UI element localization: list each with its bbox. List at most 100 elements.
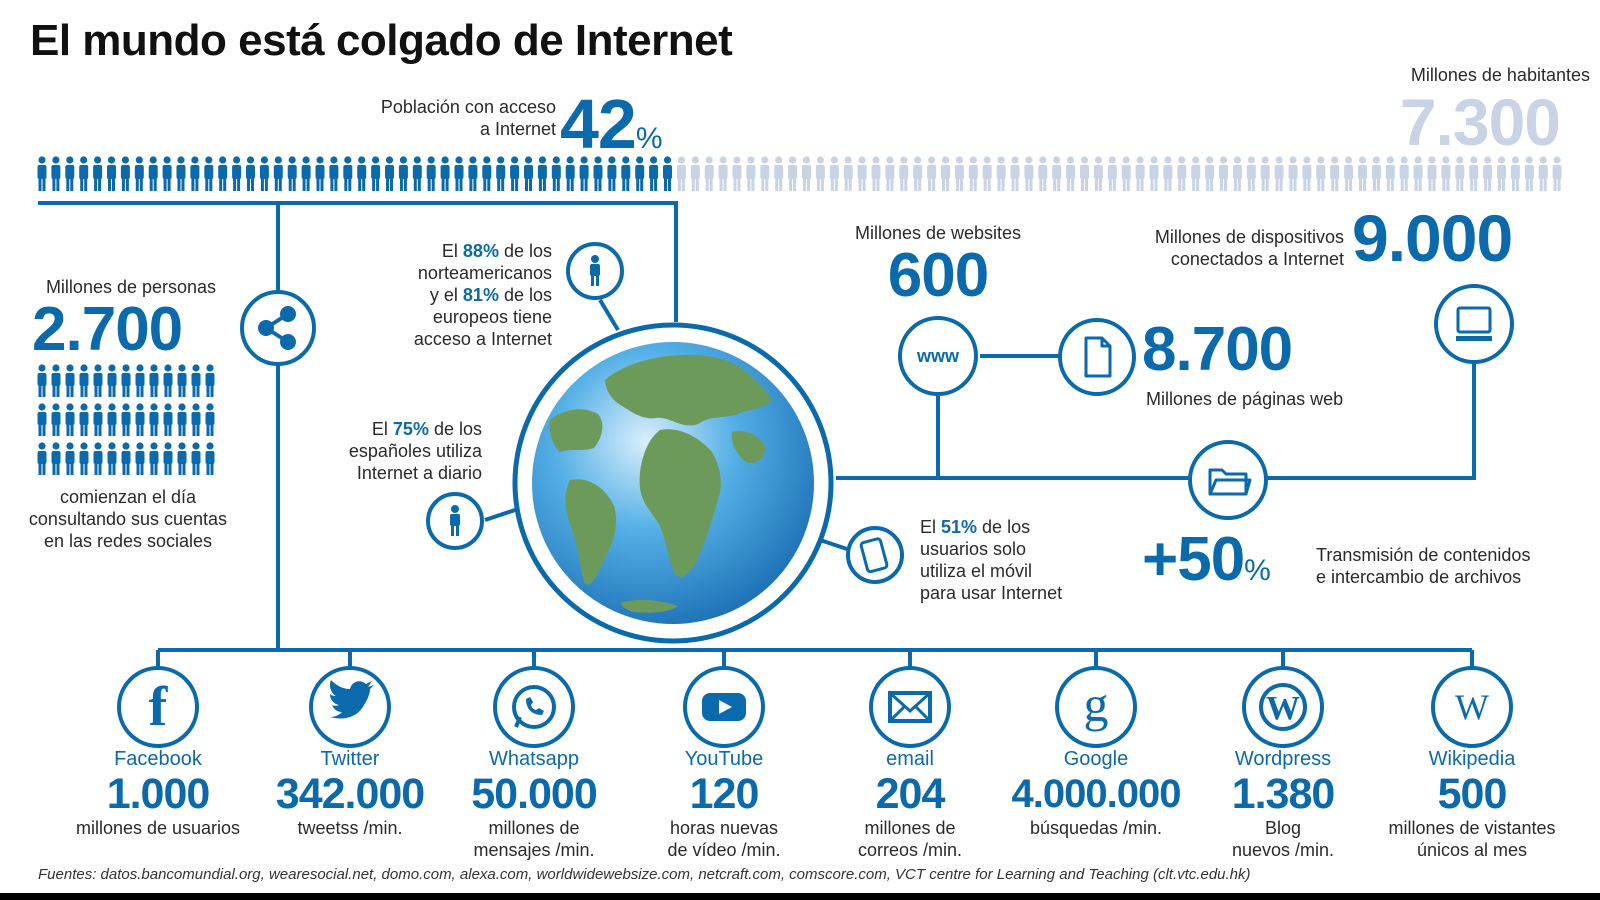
- social-desc-line2: consultando sus cuentas: [28, 509, 228, 529]
- person-figure: [649, 156, 659, 191]
- devices-label-line1: Millones de dispositivos: [1154, 227, 1344, 247]
- person-figure: [1107, 156, 1117, 191]
- person-figure: [1246, 156, 1256, 191]
- svg-text:W: W: [1266, 690, 1300, 727]
- person-figure: [1358, 156, 1367, 191]
- person-figure: [1344, 156, 1354, 191]
- person-figure: [468, 156, 478, 191]
- service-desc-line1: tweetss /min.: [297, 818, 403, 838]
- social-person-figure: [65, 403, 75, 436]
- service-value: 1.380: [1231, 770, 1336, 818]
- person-figure: [65, 156, 75, 191]
- person-figure: [565, 156, 575, 191]
- globe-icon: [510, 320, 836, 646]
- inhabitants-value: 7.300: [1399, 85, 1561, 159]
- social-person-figure: [107, 364, 117, 397]
- service-name: Facebook: [114, 748, 202, 770]
- person-figure: [788, 156, 798, 191]
- service-name: Whatsapp: [488, 748, 580, 770]
- service-desc-line2: nuevos /min.: [1231, 840, 1335, 860]
- service-desc-line1: Blog: [1264, 818, 1302, 838]
- sources-note: Fuentes: datos.bancomundial.org, weareso…: [38, 866, 1251, 883]
- person-figure: [357, 156, 367, 191]
- person-figure: [524, 156, 533, 191]
- person-figure: [1052, 156, 1062, 191]
- person-figure: [190, 156, 200, 191]
- access-label-line1: Población con acceso: [380, 97, 556, 117]
- spaniards-l1c: de los: [428, 419, 482, 439]
- person-figure: [454, 156, 464, 191]
- person-figure: [315, 156, 325, 191]
- access-unit: %: [635, 122, 663, 155]
- social-desc-line1: comienzan el día: [59, 487, 197, 507]
- social-person-figure: [51, 442, 61, 475]
- person-figure: [1038, 156, 1048, 191]
- social-person-figure: [205, 442, 215, 475]
- person-figure: [1524, 156, 1534, 191]
- service-desc-line1: millones de vistantes: [1388, 818, 1556, 838]
- service-stat: Facebook 1.000 millones de usuarios: [58, 748, 258, 839]
- social-person-figure: [37, 442, 47, 475]
- americans-l3a: y el: [429, 285, 463, 305]
- person-figure: [1552, 156, 1562, 191]
- person-figure: [941, 156, 950, 191]
- mobile-l1a: El: [920, 517, 942, 537]
- person-figure: [1191, 156, 1201, 191]
- person-figure: [148, 156, 158, 191]
- person-figure: [343, 156, 353, 191]
- person-figure: [802, 156, 811, 191]
- person-figure: [1066, 156, 1076, 191]
- whatsapp-icon: [493, 666, 575, 748]
- service-value: 1.000: [106, 770, 211, 818]
- service-name: YouTube: [684, 748, 764, 770]
- person-figure: [927, 156, 937, 191]
- service-desc-line2: únicos al mes: [1416, 840, 1528, 860]
- spaniards-text: El 75% de los españoles utiliza Internet…: [330, 418, 482, 484]
- europeans-81-percent: 81%: [462, 285, 499, 305]
- social-person-figure: [135, 364, 145, 397]
- person-figure: [482, 156, 492, 191]
- person-figure: [107, 156, 116, 191]
- spaniards-l2: españoles utiliza: [348, 441, 482, 461]
- social-person-figure: [37, 403, 47, 436]
- social-person-figure: [121, 364, 131, 397]
- social-person-figure: [191, 364, 201, 397]
- person-figure: [329, 156, 339, 191]
- americans-l5: acceso a Internet: [413, 329, 552, 349]
- google-icon: g: [1055, 666, 1137, 748]
- inhabitants-label: Millones de habitantes: [1410, 65, 1590, 85]
- social-desc: comienzan el día consultando sus cuentas…: [20, 486, 236, 552]
- www-icon: www: [898, 316, 978, 396]
- social-person-figure: [107, 442, 117, 475]
- social-person-figure: [149, 442, 159, 475]
- social-person-figure: [93, 403, 103, 436]
- service-value: 204: [875, 770, 946, 818]
- service-desc-line2: correos /min.: [857, 840, 963, 860]
- social-person-figure: [79, 364, 89, 397]
- wordpress-icon: W: [1242, 666, 1324, 748]
- service-name: Wikipedia: [1428, 748, 1516, 770]
- social-person-figure: [79, 442, 89, 475]
- mobile-l4: para usar Internet: [920, 583, 1063, 603]
- spaniards-l3: Internet a diario: [356, 463, 482, 483]
- service-stat: Whatsapp 50.000 millones de mensajes /mi…: [434, 748, 634, 861]
- person-figure: [232, 156, 242, 191]
- person-figure: [176, 156, 186, 191]
- pages-value: 8.700: [1142, 315, 1293, 384]
- person-figure: [593, 156, 603, 191]
- person-figure: [1010, 156, 1020, 191]
- person-figure: [246, 156, 255, 191]
- service-name: Google: [1063, 748, 1129, 770]
- person-figure: [1538, 156, 1548, 191]
- wikipedia-icon: W: [1431, 666, 1513, 748]
- person-figure: [371, 156, 381, 191]
- email-icon: [869, 666, 951, 748]
- person-figure: [287, 156, 297, 191]
- person-figure: [1177, 156, 1187, 191]
- person-figure: [120, 156, 130, 191]
- social-person-figure: [163, 364, 173, 397]
- service-value: 50.000: [471, 770, 598, 818]
- person-figure: [273, 156, 283, 191]
- person-figure: [440, 156, 450, 191]
